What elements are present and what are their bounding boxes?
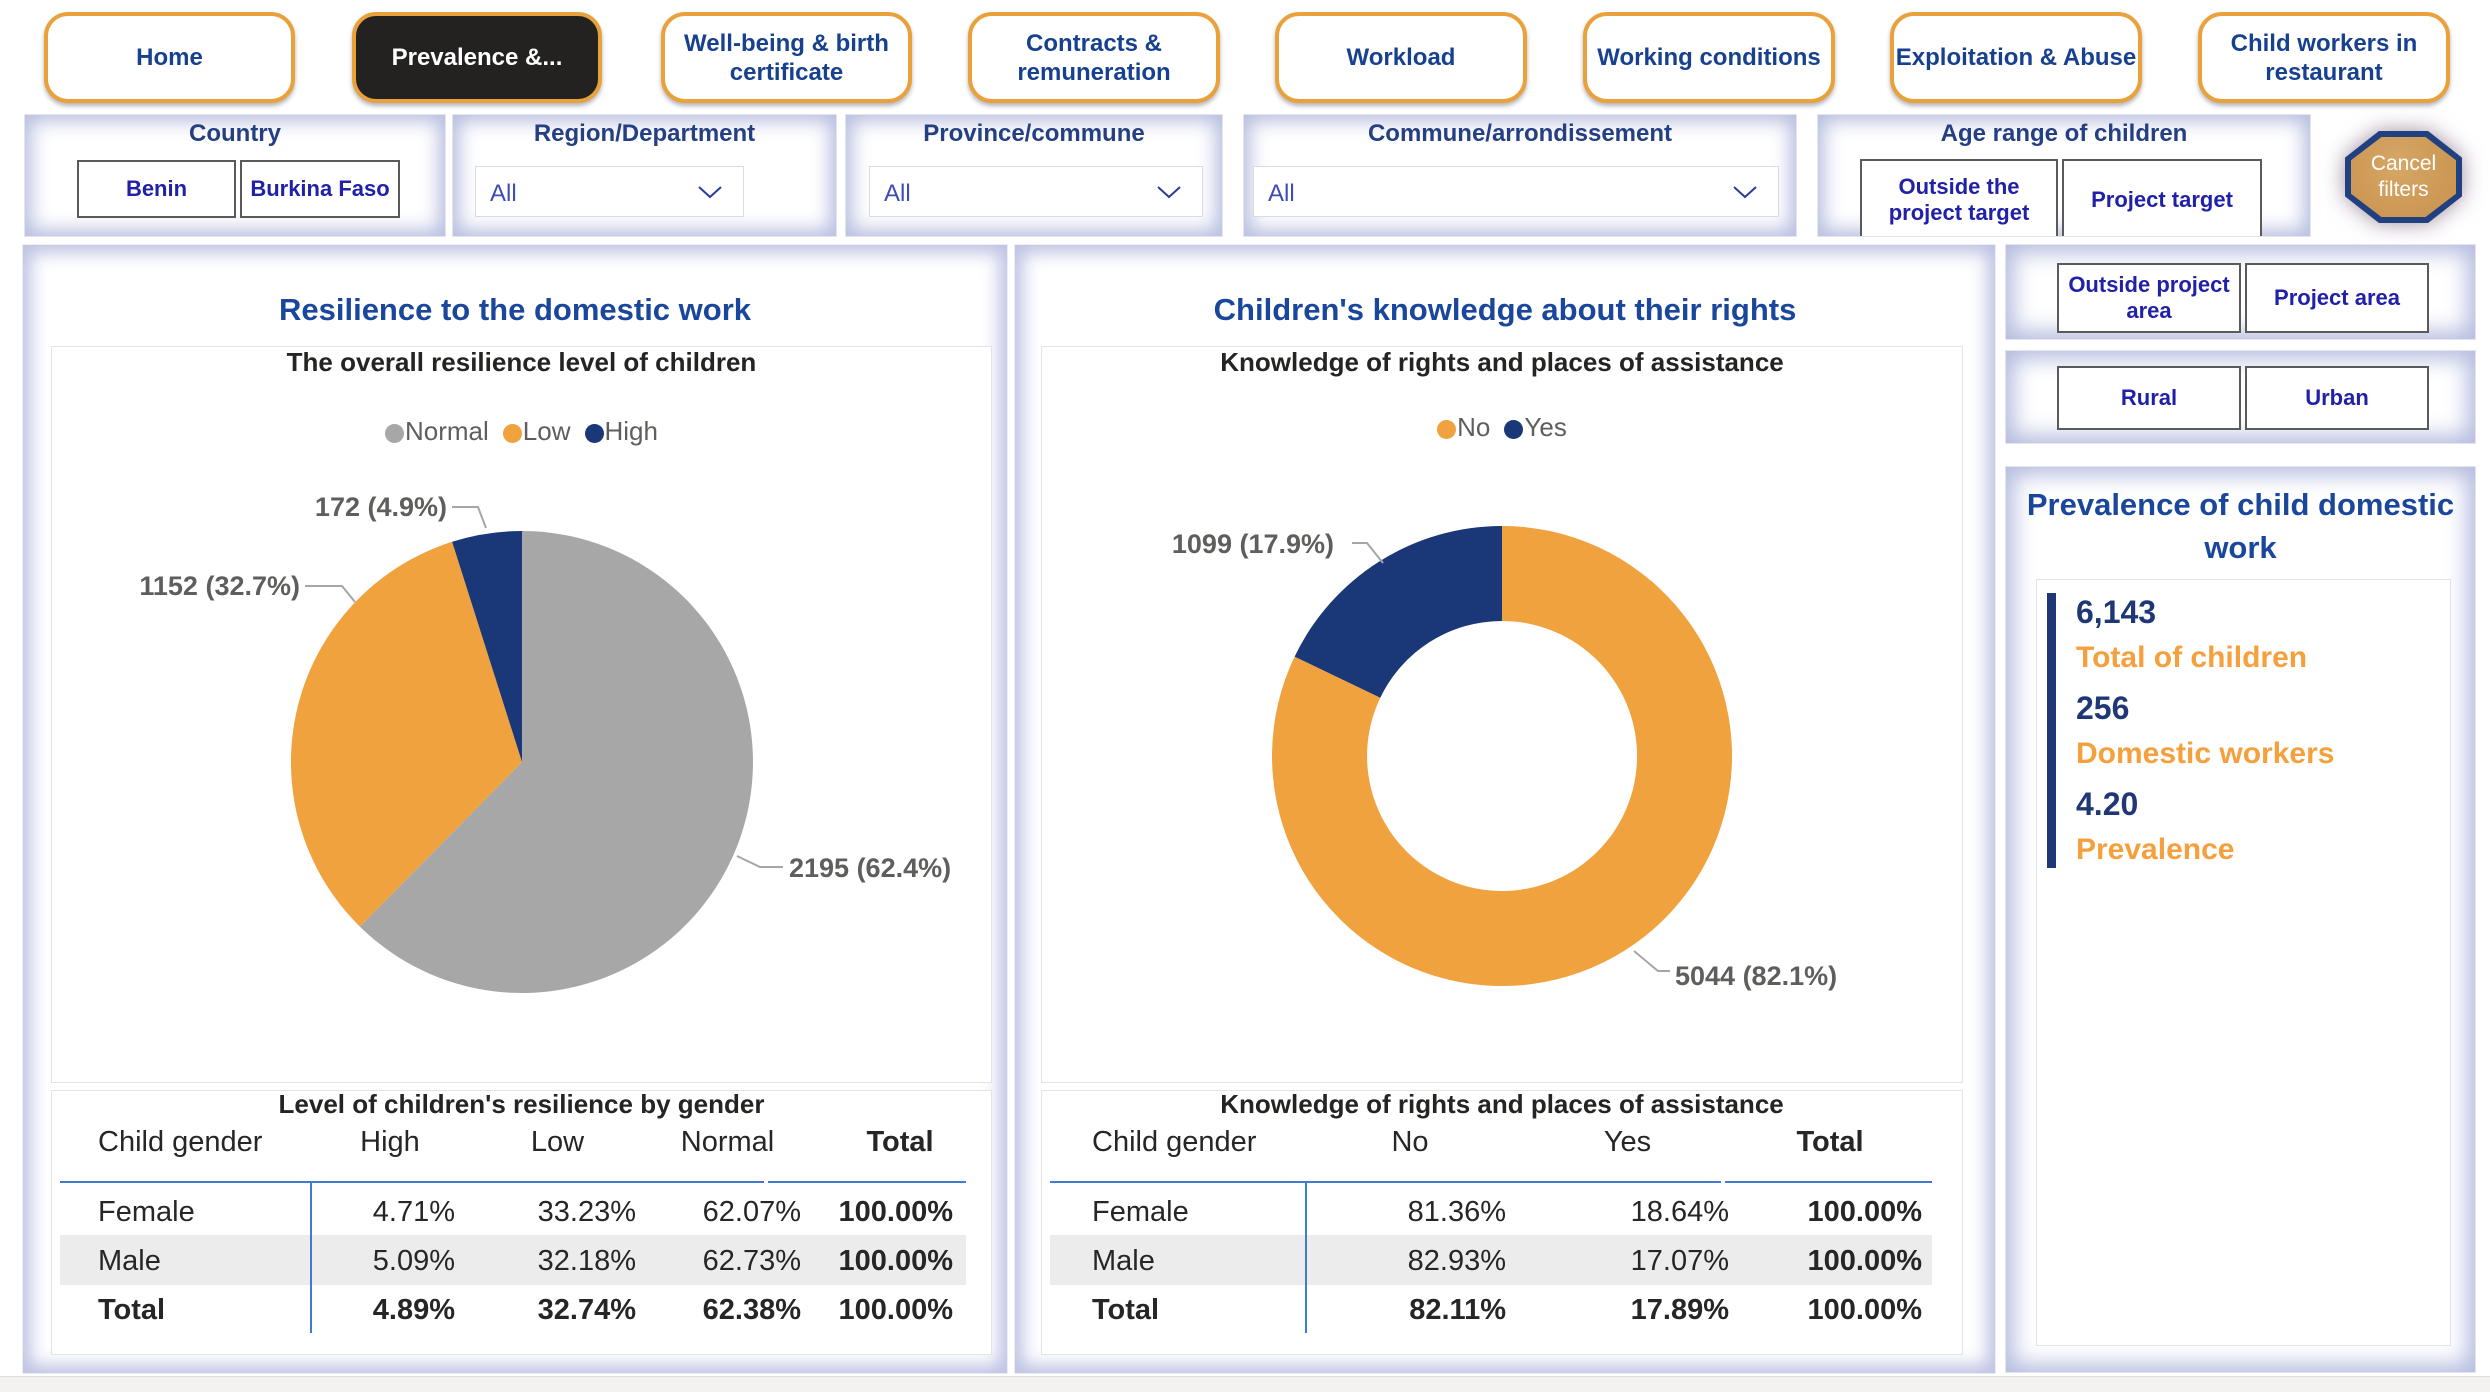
svg-text:172 (4.9%): 172 (4.9%) xyxy=(315,492,447,522)
svg-text:1099 (17.9%): 1099 (17.9%) xyxy=(1172,529,1334,559)
svg-text:5044 (82.1%): 5044 (82.1%) xyxy=(1675,961,1837,991)
svg-text:1152 (32.7%): 1152 (32.7%) xyxy=(139,571,300,601)
svg-text:2195 (62.4%): 2195 (62.4%) xyxy=(789,853,951,883)
